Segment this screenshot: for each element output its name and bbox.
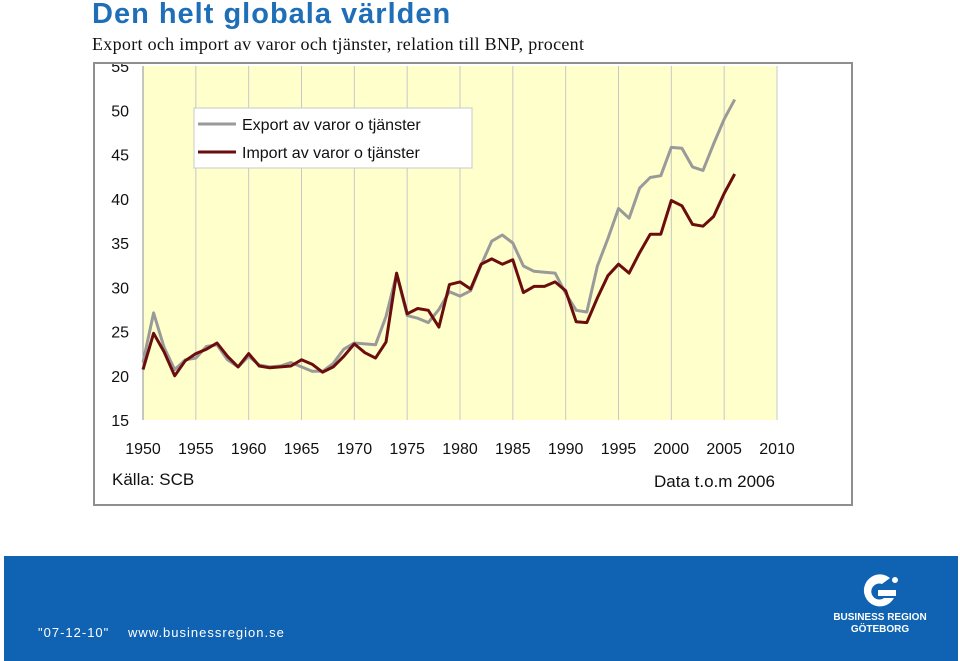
legend-box (193, 107, 473, 169)
chart-subtitle: Export och import av varor och tjänster,… (92, 34, 585, 54)
data-note: Data t.o.m 2006 (654, 472, 775, 491)
series-line-import (141, 173, 737, 378)
legend-label: Import av varor o tjänster (242, 145, 421, 162)
y-tick-label: 15 (111, 413, 129, 430)
x-tick-label: 1975 (389, 441, 425, 458)
x-tick-label: 1990 (548, 441, 584, 458)
page-title: Den helt globala världen (92, 0, 452, 30)
x-tick-label: 1980 (442, 441, 478, 458)
y-tick-label: 20 (111, 369, 129, 386)
x-tick-label: 2000 (654, 441, 690, 458)
x-tick-label: 1970 (337, 441, 373, 458)
footer-url[interactable]: www.businessregion.se (128, 625, 285, 640)
y-tick-label: 55 (111, 64, 129, 76)
y-tick-label: 40 (111, 192, 129, 209)
logo-mark-icon (863, 574, 898, 607)
legend-label: Export av varor o tjänster (242, 117, 421, 134)
y-tick-label: 35 (111, 236, 129, 253)
chart-frame: 55 50 45 40 35 30 25 20 15 1950 1955 1960 1965 1970 19… (93, 62, 853, 506)
brand-line-2: GÖTEBORG (850, 624, 910, 635)
business-region-logo: BUSINESS REGION GÖTEBORG (828, 572, 932, 640)
source-note: Källa: SCB (112, 470, 195, 489)
y-tick-label: 45 (111, 148, 129, 165)
brand-line-1: BUSINESS REGION (833, 612, 927, 623)
x-tick-label: 2010 (759, 441, 795, 458)
line-chart: 55 50 45 40 35 30 25 20 15 1950 1955 1960 1965 1970 19… (111, 64, 795, 458)
x-tick-label: 2005 (706, 441, 742, 458)
x-tick-label: 1995 (601, 441, 637, 458)
y-tick-label: 50 (111, 103, 129, 120)
x-tick-label: 1965 (284, 441, 320, 458)
y-tick-label: 30 (111, 280, 129, 297)
x-tick-label: 1985 (495, 441, 531, 458)
x-tick-label: 1955 (178, 441, 214, 458)
y-tick-label: 25 (111, 325, 129, 342)
x-tick-label: 1950 (125, 441, 161, 458)
footer-bar: "07-12-10" www.businessregion.se BUSINES… (4, 556, 958, 661)
footer-date: "07-12-10" (38, 625, 110, 640)
x-tick-label: 1960 (231, 441, 267, 458)
